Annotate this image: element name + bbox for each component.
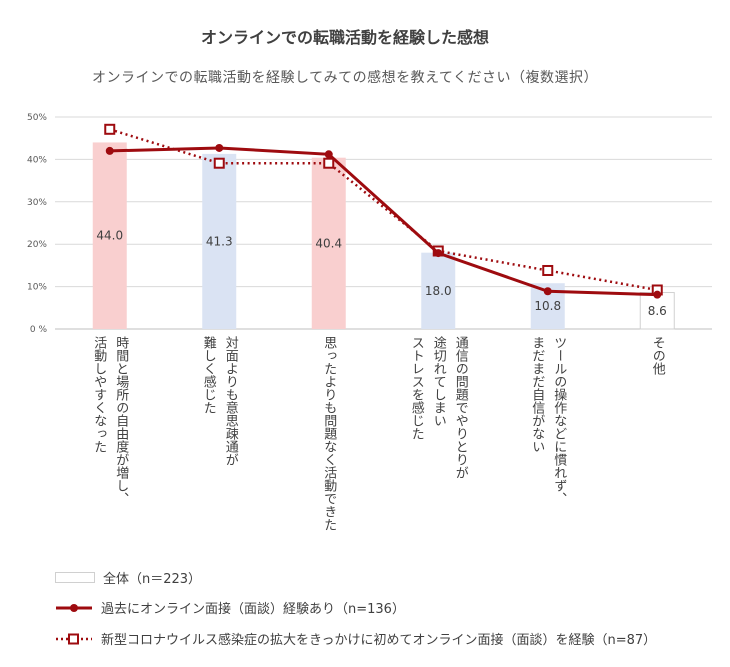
- series-line-first-experience: [109, 128, 658, 292]
- legend-swatch-bar: [55, 572, 95, 583]
- y-tick-label: 50%: [27, 113, 47, 123]
- legend-swatch-solid-line: [56, 603, 92, 612]
- bar: [202, 153, 237, 329]
- x-category-label: まだまだ自信がない: [529, 336, 545, 453]
- legend-item-overall: 全体（n＝223）: [55, 568, 201, 587]
- series-point-past-experience: [215, 143, 224, 152]
- bar-data-label: 18.0: [425, 284, 452, 298]
- x-category-label: ツールの操作などに慣れず、: [551, 336, 567, 505]
- bar-data-label: 40.4: [315, 236, 342, 250]
- legend-item-first-experience: 新型コロナウイルス感染症の拡大をきっかけに初めてオンライン面接（面談）を経験（n…: [55, 629, 656, 648]
- y-tick-label: 20%: [27, 240, 47, 250]
- bar: [92, 142, 127, 329]
- chart-title: オンラインでの転職活動を経験した感想: [200, 28, 489, 47]
- x-category-label: 通信の問題でやりとりが: [453, 336, 469, 479]
- x-category-label: 対面よりも意思疎通が: [223, 336, 239, 466]
- y-tick-label: 40%: [27, 155, 47, 165]
- series-point-first-experience: [542, 264, 554, 276]
- x-category-label: 活動しやすくなった: [91, 336, 107, 453]
- series-point-past-experience: [105, 146, 114, 155]
- legend-item-past-experience: 過去にオンライン面接（面談）経験あり（n=136）: [55, 598, 405, 617]
- legend-label-overall: 全体（n＝223）: [103, 572, 202, 587]
- legend-label-past-experience: 過去にオンライン面接（面談）経験あり（n=136）: [101, 602, 405, 617]
- bar-data-label: 44.0: [96, 229, 123, 243]
- series-point-past-experience: [324, 150, 333, 159]
- legend-label-first-experience: 新型コロナウイルス感染症の拡大をきっかけに初めてオンライン面接（面談）を経験（n…: [101, 633, 657, 648]
- bar: [311, 157, 346, 329]
- legend-swatch-dotted-line: [56, 633, 92, 644]
- series-point-past-experience: [434, 249, 443, 258]
- bar-data-label: 8.6: [648, 304, 667, 318]
- series-point-past-experience: [653, 290, 662, 299]
- y-tick-label: 0 %: [30, 325, 48, 335]
- x-category-label: ストレスを感じた: [409, 336, 425, 440]
- bar: [421, 252, 456, 329]
- x-category-label: 思ったよりも問題なく活動できた: [321, 336, 337, 531]
- series-point-first-experience: [323, 157, 335, 169]
- series-line-past-experience: [109, 146, 658, 297]
- x-category-label: 難しく感じた: [201, 336, 217, 414]
- chart-subtitle: オンラインでの転職活動を経験してみての感想を教えてください（複数選択）: [92, 70, 598, 86]
- x-category-label: 時間と場所の自由度が増し、: [113, 336, 129, 505]
- x-category-label: 途切れてしまい: [431, 335, 447, 427]
- series-point-first-experience: [104, 123, 116, 135]
- y-tick-label: 30%: [27, 198, 47, 208]
- bar-data-label: 41.3: [206, 234, 233, 248]
- series-point-past-experience: [543, 287, 552, 296]
- bar-data-label: 10.8: [534, 299, 561, 313]
- series-point-first-experience: [213, 157, 225, 169]
- x-category-label: その他: [650, 336, 666, 376]
- y-tick-label: 10%: [27, 283, 47, 293]
